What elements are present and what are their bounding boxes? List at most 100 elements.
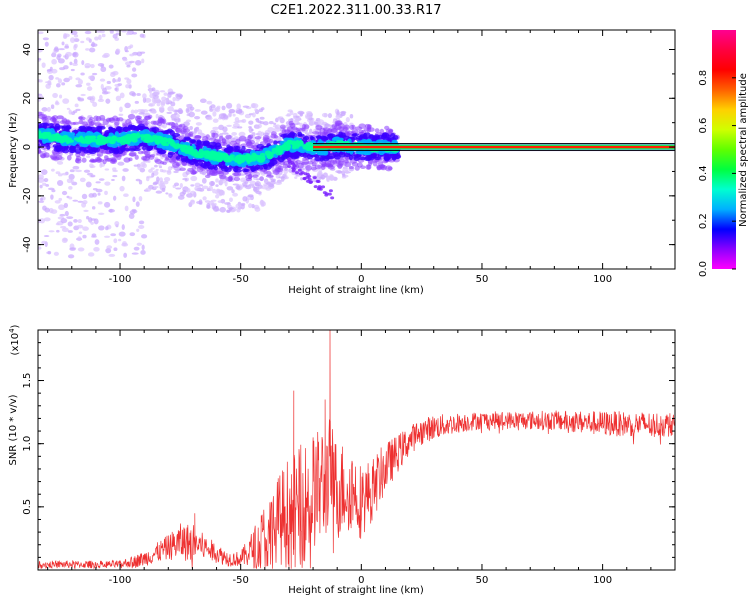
spectrogram-speckle (68, 186, 73, 190)
spectrogram-speckle (244, 181, 249, 184)
spectrogram-blob (349, 165, 354, 170)
spectrogram-blob (142, 129, 150, 134)
spectrogram-speckle (221, 132, 229, 135)
spectrogram-blob (374, 128, 380, 133)
spectrogram-speckle (251, 204, 255, 209)
spectrogram-blob (189, 139, 196, 144)
spectrogram-speckle (254, 181, 261, 187)
spectrogram-blob (204, 174, 211, 179)
spectrogram-speckle (232, 113, 236, 117)
spectrogram-blob (78, 119, 84, 125)
spectrogram-speckle (255, 118, 260, 121)
spectrogram-speckle (148, 168, 153, 173)
spectrogram-speckle (198, 199, 203, 205)
spectrogram-speckle (273, 127, 281, 132)
spectrogram-speckle (131, 208, 137, 212)
spectrogram-speckle (167, 106, 174, 112)
spectrogram-speckle (57, 53, 62, 58)
spectrogram-blob (203, 140, 210, 147)
spectrogram-speckle (62, 238, 68, 242)
spectrogram-blob (310, 136, 316, 142)
spectrogram-speckle (328, 175, 335, 181)
spectrogram-speckle (141, 244, 145, 251)
spectrogram-blob (215, 156, 224, 163)
spectrogram-speckle (335, 170, 342, 174)
spectrogram-speckle (129, 53, 135, 57)
spectrogram-speckle (167, 92, 172, 98)
spectrogram-speckle (43, 217, 51, 222)
spectrogram-speckle (321, 112, 328, 118)
spectrogram-speckle (232, 183, 240, 186)
spectrogram-blob (305, 164, 312, 171)
spectrogram-speckle (228, 207, 234, 210)
spectrogram-speckle (130, 109, 135, 115)
spectrogram-speckle (253, 186, 258, 192)
spectrogram-speckle (138, 179, 143, 185)
spectrogram-blob (148, 131, 155, 136)
spectrogram-blob (224, 148, 232, 153)
spectrogram-speckle (131, 252, 139, 255)
spectrogram-speckle (103, 235, 111, 238)
spectrogram-blob (337, 137, 344, 141)
spectrogram-speckle (77, 236, 82, 242)
spectrogram-blob (281, 128, 286, 134)
spectrogram-speckle (40, 169, 48, 175)
spectrogram-speckle (136, 242, 142, 246)
spectrogram-speckle (51, 52, 57, 58)
spectrogram-speckle (228, 108, 236, 114)
spectrogram-speckle (58, 26, 64, 29)
spectrogram-speckle (121, 30, 127, 33)
spectrogram-speckle (126, 32, 130, 36)
spectrogram-speckle (85, 48, 90, 51)
spectrogram-speckle (41, 107, 48, 112)
spectrogram-blob (56, 115, 64, 120)
spectrogram-blob (42, 139, 47, 144)
snr-frame (37, 329, 676, 571)
spectrogram-speckle (85, 181, 92, 188)
spectrogram-speckle (117, 83, 123, 86)
spectrogram-speckle (59, 213, 66, 217)
colorbar-tick-label: 0.8 (698, 70, 709, 86)
spectrogram-speckle (174, 109, 181, 113)
snr-y-ticks: 0.5 1.0 1.5 (22, 342, 675, 571)
spectrogram-tail (324, 193, 329, 197)
spectrogram-blob (184, 137, 192, 141)
spectrogram-speckle (91, 206, 96, 210)
spectrogram-speckle (216, 105, 221, 110)
spectrogram-speckle (55, 77, 60, 80)
spectrogram-speckle (76, 224, 84, 229)
spectrogram-speckle (163, 176, 171, 182)
spectrogram-blob (78, 116, 86, 121)
spectrogram-speckle (90, 63, 95, 69)
spectrogram-blob (154, 136, 161, 140)
spectrogram-speckle (66, 216, 74, 220)
snr-y-multiplier: (x104) (8, 324, 21, 355)
spectrogram-speckle (174, 112, 178, 115)
spectrogram-speckle (342, 173, 346, 177)
spectrogram-speckle (43, 177, 49, 183)
spectrogram-speckle (340, 110, 347, 114)
spectrogram-speckle (86, 155, 91, 158)
spectrogram-speckle (135, 178, 141, 182)
spectrogram-speckle (60, 218, 68, 224)
spectrogram-speckle (185, 107, 190, 114)
spectrogram-marks (38, 25, 675, 259)
spectrogram-blob (51, 117, 56, 123)
spectrogram-speckle (177, 195, 185, 200)
spectrogram-speckle (61, 227, 69, 233)
spectrogram-speckle (155, 113, 159, 119)
spectrogram-speckle (63, 33, 68, 39)
spectrogram-speckle (48, 82, 52, 86)
spectrogram-speckle (259, 116, 265, 120)
spectrogram-speckle (114, 25, 117, 28)
spectrogram-blob (114, 146, 120, 151)
spectrogram-speckle (221, 105, 226, 111)
spectrogram-speckle (146, 175, 153, 179)
spectrogram-blob (85, 139, 92, 145)
spectrogram-blob (301, 123, 307, 130)
spectrogram-speckle (108, 253, 116, 257)
spectrogram-blob (273, 140, 278, 145)
spectrogram-blob (314, 164, 322, 170)
spectrogram-blob (384, 165, 393, 172)
spectrogram-speckle (237, 126, 243, 129)
